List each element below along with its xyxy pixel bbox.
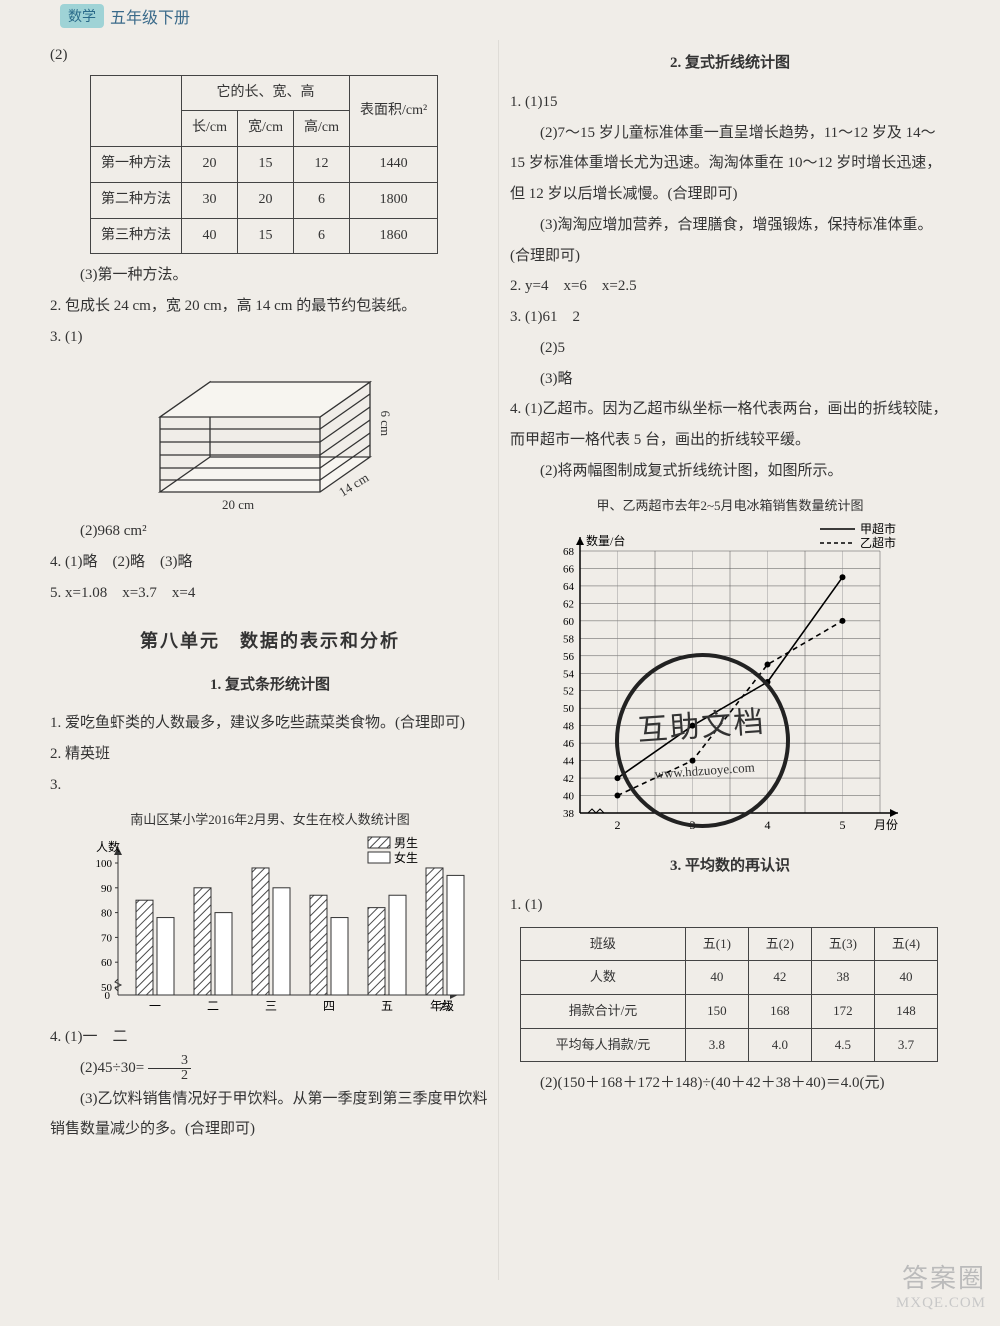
svg-text:一: 一 [149,999,161,1013]
watermark-text: 互助文档 [636,692,768,762]
svg-text:2: 2 [615,818,621,832]
s1-1: 1. 爱吃鱼虾类的人数最多，建议多吃些蔬菜类食物。(合理即可) [50,708,490,739]
subject-badge: 数学 [60,4,104,28]
p3-2: (2)968 cm² [50,516,490,547]
line-chart-title: 甲、乙两超市去年2~5月电冰箱销售数量统计图 [510,493,950,520]
table-row: 第二种方法302061800 [91,182,438,218]
svg-text:90: 90 [101,883,113,895]
table-row: 第一种方法2015121440 [91,147,438,183]
svg-text:42: 42 [563,773,574,785]
svg-text:48: 48 [563,721,575,733]
svg-text:男生: 男生 [394,836,418,850]
q2-label: (2) [50,40,490,71]
surface-area-table: 它的长、宽、高 表面积/cm² 长/cm 宽/cm 高/cm 第一种方法2015… [90,75,438,254]
left-column: (2) 它的长、宽、高 表面积/cm² 长/cm 宽/cm 高/cm 第一种方法… [50,40,490,1145]
svg-text:62: 62 [563,599,574,611]
grade-label: 五年级下册 [110,4,190,28]
footer-en: MXQE.COM [896,1295,986,1312]
col-h: 高/cm [294,111,350,147]
sec1-title: 1. 复式条形统计图 [50,670,490,701]
r4-1: 4. (1)乙超市。因为乙超市纵坐标一格代表两台，画出的折线较陡，而甲超市一格代… [510,394,950,456]
r1-1: 1. (1)15 [510,87,950,118]
table-row: 捐款合计/元150168172148 [521,994,938,1028]
svg-text:4: 4 [765,818,771,832]
svg-text:46: 46 [563,738,575,750]
r-last-1: 1. (1) [510,890,950,921]
svg-text:50: 50 [563,703,575,715]
watermark-url: www.hdzuoye.com [654,755,756,789]
svg-text:人数: 人数 [96,839,120,854]
svg-text:44: 44 [563,756,575,768]
table-row: 平均每人捐款/元3.84.04.53.7 [521,1028,938,1062]
s1-3: 3. [50,770,490,801]
svg-text:70: 70 [101,933,113,945]
svg-text:58: 58 [563,633,575,645]
svg-text:甲超市: 甲超市 [860,523,896,536]
r1-3: (3)淘淘应增加营养，合理膳食，增强锻炼，保持标准体重。(合理即可) [510,210,950,272]
box-diagram: 20 cm 14 cm 6 cm [120,362,400,512]
svg-text:68: 68 [563,546,575,558]
p2: 2. 包成长 24 cm，宽 20 cm，高 14 cm 的最节约包装纸。 [50,291,490,322]
svg-text:乙超市: 乙超市 [860,535,896,550]
r3-3: (3)略 [510,364,950,395]
donation-table: 班级五(1)五(2)五(3)五(4) 人数40423840 捐款合计/元1501… [520,927,938,1063]
svg-text:100: 100 [96,858,113,870]
line-chart: 38404244464850525456586062646668数量/台2345… [520,523,920,843]
svg-text:三: 三 [265,999,277,1013]
svg-text:五: 五 [381,999,393,1013]
r2: 2. y=4 x=6 x=2.5 [510,271,950,302]
col-l: 长/cm [182,111,238,147]
svg-text:数量/台: 数量/台 [586,533,625,548]
q3-text: (3)第一种方法。 [50,260,490,291]
svg-text:50: 50 [101,982,113,994]
s1-4-3: (3)乙饮料销售情况好于甲饮料。从第一季度到第三季度甲饮料销售数量减少的多。(合… [50,1084,490,1146]
svg-text:56: 56 [563,651,575,663]
r4-2: (2)将两幅图制成复式折线统计图，如图所示。 [510,456,950,487]
svg-text:女生: 女生 [394,850,418,865]
s1-2: 2. 精英班 [50,739,490,770]
svg-text:64: 64 [563,581,575,593]
r1-2: (2)7～15 岁儿童标准体重一直呈增长趋势，11～12 岁及 14～15 岁标… [510,118,950,210]
footer-watermark: 答案圈 MXQE.COM [896,1258,986,1312]
box-length: 20 cm [222,492,254,519]
s1-4-1: 4. (1)一 二 [50,1022,490,1053]
r3-1: 3. (1)61 2 [510,302,950,333]
table-row: 第三种方法401561860 [91,218,438,254]
unit-title: 第八单元 数据的表示和分析 [50,623,490,660]
s1-4-2: (2)45÷30= 32 [50,1053,490,1084]
svg-text:52: 52 [563,686,574,698]
box-height: 6 cm [372,411,399,437]
bar-chart: 05060708090100人数男生女生一二三四五六年级 [68,835,468,1020]
svg-text:二: 二 [207,999,219,1013]
r-last-2: (2)(150＋168＋172＋148)÷(40＋42＋38＋40)＝4.0(元… [510,1068,950,1099]
svg-text:40: 40 [563,791,575,803]
svg-text:80: 80 [101,908,113,920]
table-row: 它的长、宽、高 表面积/cm² [91,75,438,111]
p5: 5. x=1.08 x=3.7 x=4 [50,578,490,609]
svg-text:54: 54 [563,668,575,680]
r3-2: (2)5 [510,333,950,364]
area-head: 表面积/cm² [350,75,438,146]
right-column: 2. 复式折线统计图 1. (1)15 (2)7～15 岁儿童标准体重一直呈增长… [510,40,950,1145]
svg-text:38: 38 [563,808,575,820]
svg-text:月份: 月份 [874,818,898,832]
svg-text:年级: 年级 [430,999,454,1013]
svg-text:60: 60 [101,957,113,969]
svg-text:5: 5 [840,818,846,832]
p4: 4. (1)略 (2)略 (3)略 [50,547,490,578]
svg-text:60: 60 [563,616,575,628]
bar-chart-title: 南山区某小学2016年2月男、女生在校人数统计图 [50,807,490,834]
page-header: 数学 五年级下册 [60,4,190,28]
sec2-title: 2. 复式折线统计图 [510,48,950,79]
svg-text:四: 四 [323,999,335,1013]
table-row: 人数40423840 [521,961,938,995]
lwh-head: 它的长、宽、高 [182,75,350,111]
col-w: 宽/cm [238,111,294,147]
sec3-title: 3. 平均数的再认识 [510,851,950,882]
p3-1: 3. (1) [50,322,490,353]
svg-text:66: 66 [563,564,575,576]
footer-cn: 答案圈 [896,1258,986,1295]
table-row: 班级五(1)五(2)五(3)五(4) [521,927,938,961]
